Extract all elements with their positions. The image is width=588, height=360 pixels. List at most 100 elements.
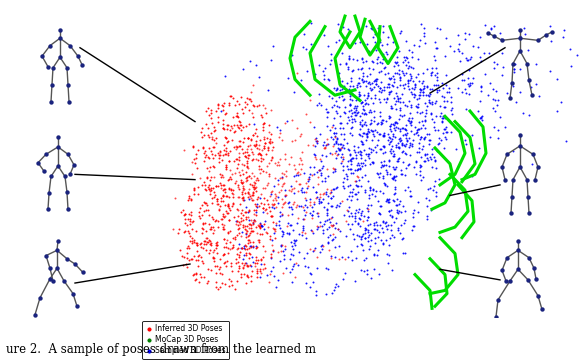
Point	[310, 71, 319, 77]
Point	[249, 179, 258, 185]
Point	[264, 279, 273, 284]
Point	[331, 140, 340, 146]
Point	[291, 179, 300, 184]
Point	[435, 135, 444, 141]
Point	[206, 111, 215, 116]
Point	[277, 211, 286, 216]
Point	[238, 229, 247, 235]
Point	[230, 286, 239, 292]
Point	[476, 115, 485, 121]
Point	[489, 105, 498, 111]
Point	[270, 161, 279, 166]
Point	[251, 209, 260, 215]
Point	[326, 134, 336, 140]
Point	[299, 170, 309, 176]
Point	[409, 215, 418, 220]
Point	[360, 230, 369, 236]
Point	[232, 98, 242, 104]
Point	[257, 223, 266, 229]
Point	[239, 194, 248, 200]
Point	[249, 103, 258, 108]
Point	[188, 256, 197, 262]
Point	[217, 102, 226, 108]
Point	[245, 173, 254, 179]
Point	[310, 143, 320, 149]
Point	[266, 208, 275, 214]
Point	[447, 112, 457, 117]
Point	[343, 66, 353, 72]
Point	[205, 177, 215, 183]
Point	[370, 77, 380, 83]
Point	[259, 145, 269, 151]
Point	[234, 150, 243, 156]
Point	[186, 209, 196, 215]
Point	[420, 152, 430, 158]
Point	[238, 150, 247, 156]
Point	[218, 252, 228, 257]
Point	[298, 44, 308, 50]
Point	[188, 219, 197, 225]
Point	[357, 66, 366, 71]
Point	[242, 175, 252, 180]
Point	[202, 175, 212, 181]
Point	[347, 197, 356, 203]
Point	[407, 227, 417, 233]
Point	[230, 236, 240, 242]
Point	[338, 163, 348, 169]
Point	[255, 266, 265, 272]
Point	[306, 271, 315, 277]
Point	[492, 88, 501, 94]
Point	[257, 148, 266, 153]
Point	[270, 226, 279, 231]
Point	[318, 143, 328, 148]
Point	[496, 36, 506, 42]
Point	[277, 174, 286, 180]
Point	[331, 39, 340, 45]
Point	[387, 267, 396, 273]
Point	[238, 180, 247, 185]
Point	[183, 255, 192, 261]
Point	[387, 75, 396, 81]
Point	[371, 149, 380, 154]
Point	[213, 150, 222, 156]
Point	[389, 197, 398, 202]
Point	[412, 96, 421, 102]
Point	[364, 48, 373, 54]
Point	[55, 35, 65, 41]
Point	[312, 135, 321, 140]
Point	[380, 54, 389, 60]
Point	[277, 175, 286, 180]
Point	[206, 240, 215, 246]
Point	[204, 182, 213, 188]
Point	[441, 136, 450, 142]
Point	[413, 132, 423, 138]
Point	[335, 203, 344, 209]
Point	[522, 61, 532, 67]
Point	[552, 108, 562, 114]
Point	[326, 60, 335, 66]
Point	[356, 119, 365, 125]
Point	[533, 164, 543, 170]
Point	[425, 93, 434, 99]
Point	[352, 184, 362, 189]
Point	[542, 32, 551, 38]
Point	[223, 202, 233, 207]
Point	[447, 105, 457, 111]
Point	[261, 229, 270, 235]
Point	[272, 162, 282, 168]
Point	[364, 234, 373, 240]
Point	[366, 85, 375, 90]
Point	[369, 266, 378, 272]
Point	[302, 185, 312, 191]
Point	[223, 211, 232, 216]
Point	[246, 137, 255, 143]
Point	[217, 174, 226, 180]
Point	[206, 226, 215, 231]
Point	[249, 217, 259, 223]
Point	[282, 230, 292, 236]
Point	[196, 130, 206, 135]
Point	[211, 217, 220, 222]
Point	[315, 62, 324, 68]
Point	[401, 122, 410, 128]
Point	[366, 117, 376, 122]
